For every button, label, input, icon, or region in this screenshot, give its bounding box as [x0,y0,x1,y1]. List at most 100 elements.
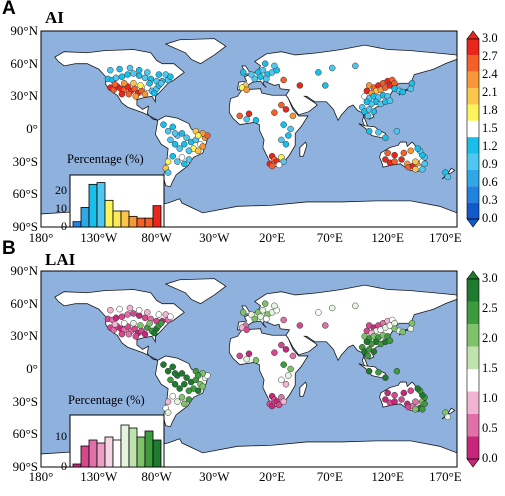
colorbar-segment [467,55,479,72]
station-marker [391,151,398,159]
station-marker [412,158,419,165]
station-marker [275,161,283,169]
station-marker [176,145,183,152]
station-marker [322,322,329,329]
station-marker [141,90,149,98]
lat-tick-label: 90°S [12,219,38,234]
station-marker [141,330,149,338]
station-marker [407,85,415,92]
landmass-greenland [164,38,227,65]
station-marker [375,369,382,376]
station-marker [116,65,123,73]
station-marker [146,320,153,327]
lat-tick-label: 60°N [10,295,38,311]
station-marker [315,309,322,316]
colorbar-bottom-arrow [466,458,480,468]
station-marker [365,367,373,375]
station-marker [167,73,174,80]
station-marker [181,160,188,168]
station-marker [398,396,405,403]
station-marker [194,372,202,379]
station-marker [132,333,140,340]
station-marker [278,376,285,384]
colorbar-tick-label: 2.5 [482,301,498,315]
station-marker [178,154,186,161]
histogram-b-title: Percentage (%) [68,393,145,407]
station-marker [421,400,428,408]
station-marker [164,127,172,135]
station-marker [391,80,398,87]
histogram-bar [104,199,114,228]
station-marker [259,306,267,314]
lat-tick-label: 60°S [12,186,38,202]
station-marker [382,374,389,381]
histogram-bar [152,205,162,228]
station-marker [135,66,143,74]
lon-tick-label: 120°E [371,230,404,245]
station-marker [112,74,120,82]
colorbar-segment [467,120,479,138]
station-marker [155,71,163,78]
station-marker [280,121,287,128]
station-marker [118,90,126,98]
station-marker [243,355,250,363]
station-marker [407,325,415,332]
lat-tick-label: 90°S [12,459,38,474]
station-marker [296,82,304,89]
station-marker [271,349,278,356]
station-marker [141,74,149,82]
station-marker [412,398,419,405]
histogram-bar [112,439,122,468]
colorbar-frame [466,38,480,220]
station-marker [400,389,408,397]
station-marker [107,66,114,74]
histogram-y-tick: 0 [61,459,67,473]
station-marker [150,89,158,97]
lon-tick-label: 30°W [199,469,230,484]
lon-tick-label: 30°W [199,230,230,245]
colorbar-segment [467,104,479,121]
station-marker [352,62,359,70]
station-marker [185,396,193,403]
panel-b-title: LAI [45,250,76,269]
station-marker [181,380,188,388]
colorbar-tick-label: 3.0 [482,271,498,285]
colorbar-tick-label: 0.6 [482,175,498,189]
histogram-bar [96,442,106,468]
station-marker [118,73,126,80]
lon-tick-label: 20°E [259,469,286,484]
station-marker [116,305,123,313]
histogram-bar [136,436,146,468]
station-marker [120,80,128,87]
station-marker [132,93,140,100]
lon-tick-label: 80°W [141,230,172,245]
station-marker [328,64,336,72]
colorbar-tick-label: 1.5 [482,121,498,135]
colorbar-segment [467,153,479,170]
colorbar-tick-label: 0.5 [482,421,498,435]
lat-tick-label: 60°N [10,55,38,71]
colorbar-tick-label: 0.9 [482,157,498,171]
station-marker [391,398,398,405]
station-marker [118,330,126,338]
station-marker [236,112,244,120]
station-marker [164,169,172,176]
station-marker [248,311,255,318]
colorbar-segment [467,169,479,187]
station-marker [194,387,202,395]
station-marker [124,71,131,78]
station-marker [296,322,304,329]
station-marker [183,374,190,381]
landmass-eurasia [236,44,458,128]
lon-tick-label: 70°E [316,230,343,245]
station-marker [384,389,391,397]
station-marker [393,367,401,375]
lon-tick-label: 80°W [141,469,172,484]
station-marker [176,385,183,392]
lat-tick-label: 30°N [10,88,38,104]
station-marker [245,350,253,358]
station-marker [444,173,452,181]
station-marker [164,158,172,165]
histogram-bar [144,217,154,228]
histogram-bar [80,445,90,468]
